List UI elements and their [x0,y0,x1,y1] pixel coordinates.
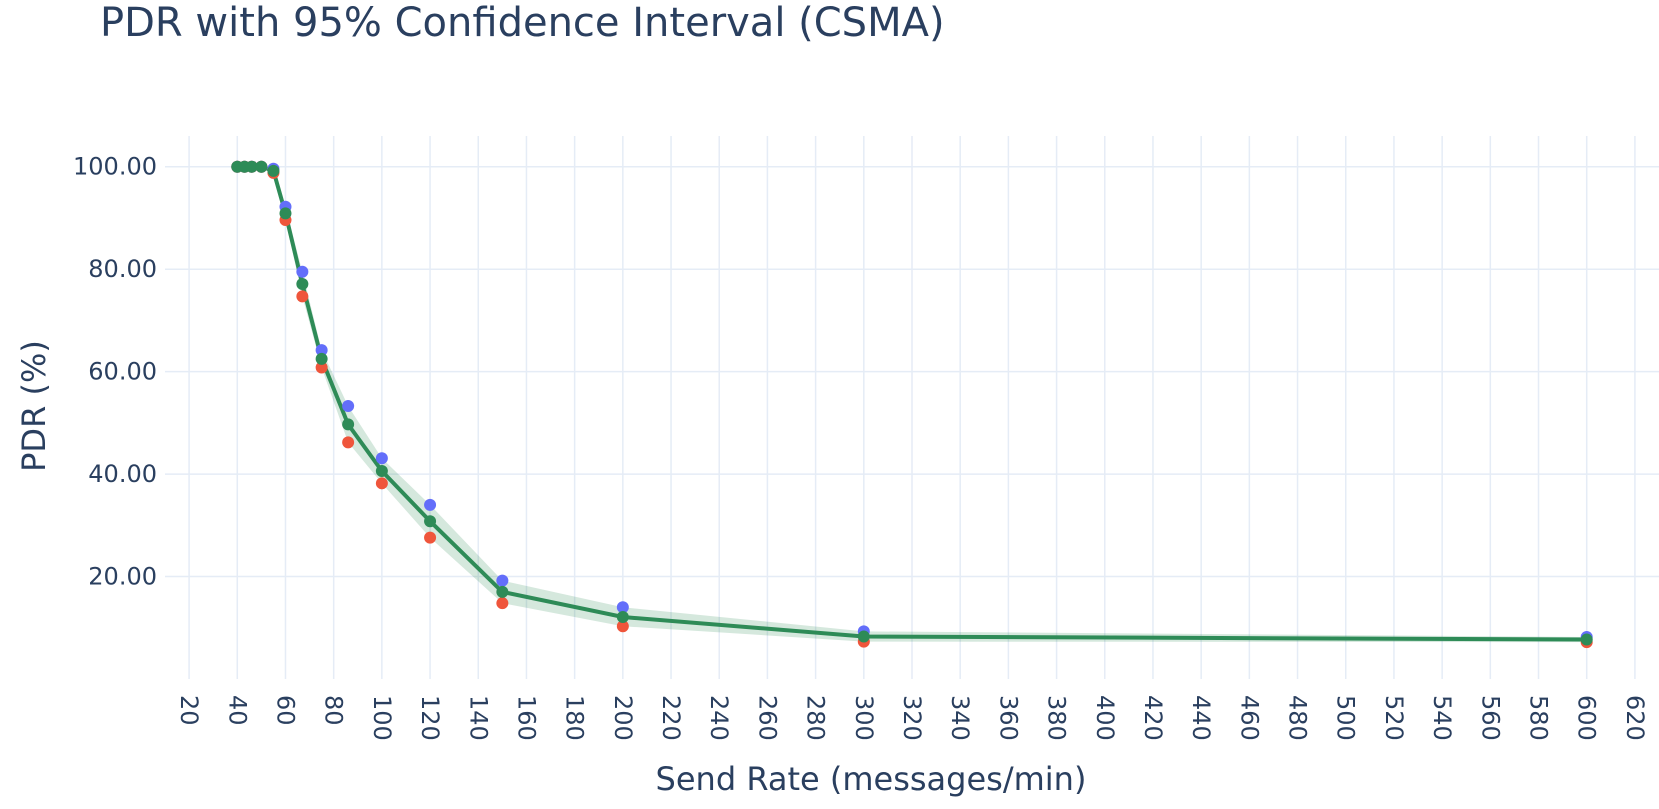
x-tick-label: 100 [368,695,396,741]
mean-point [342,418,355,431]
upper-point [616,601,629,614]
y-tick-label: 80.00 [88,255,157,283]
x-tick-labels: 20 40 60 80 100 120 140 160 180 200 220 240 260 280 30… [175,695,1649,741]
x-tick-label: 240 [705,695,733,741]
lower-point [342,436,355,449]
x-tick-label: 460 [1235,695,1263,741]
upper-point [296,265,309,278]
y-axis-title: PDR (%) [15,340,53,472]
mean-point [616,611,629,624]
mean-point [267,164,280,177]
y-tick-label: 40.00 [88,460,157,488]
y-tick-labels: 20.00 40.00 60.00 80.00 100.00 [73,153,157,591]
lower-point [315,361,328,374]
mean-point [857,630,870,643]
upper-point [342,399,355,412]
upper-point [496,574,509,587]
x-tick-label: 380 [1043,695,1071,741]
mean-point [496,585,509,598]
x-tick-label: 280 [802,695,830,741]
y-tick-label: 100.00 [73,153,157,181]
x-tick-label: 340 [946,695,974,741]
x-tick-label: 440 [1187,695,1215,741]
x-tick-label: 260 [753,695,781,741]
x-tick-label: 560 [1476,695,1504,741]
x-axis-title: Send Rate (messages/min) [656,760,1087,798]
x-tick-label: 300 [850,695,878,741]
x-tick-label: 120 [416,695,444,741]
lower-point [375,477,388,490]
x-tick-label: 320 [898,695,926,741]
x-tick-label: 400 [1091,695,1119,741]
mean-point [255,160,268,173]
x-tick-label: 480 [1284,695,1312,741]
x-tick-label: 80 [320,695,348,726]
data-points [231,160,1593,649]
upper-point [315,344,328,357]
x-tick-label: 620 [1621,695,1649,741]
x-tick-label: 200 [609,695,637,741]
upper-point [375,452,388,465]
lower-point [496,597,509,610]
chart-title: PDR with 95% Confidence Interval (CSMA) [100,0,945,46]
mean-point [245,160,258,173]
x-tick-label: 520 [1380,695,1408,741]
x-tick-label: 420 [1139,695,1167,741]
x-tick-label: 160 [512,695,540,741]
x-tick-label: 360 [994,695,1022,741]
x-tick-label: 60 [271,695,299,726]
lower-point [296,290,309,303]
upper-point [424,498,437,511]
mean-point [375,465,388,478]
x-tick-label: 180 [561,695,589,741]
x-tick-label: 540 [1428,695,1456,741]
x-tick-label: 500 [1332,695,1360,741]
x-tick-label: 580 [1525,695,1553,741]
lower-point [424,531,437,544]
x-tick-label: 140 [464,695,492,741]
mean-point [279,207,292,220]
lower-point [616,620,629,633]
x-tick-label: 600 [1573,695,1601,741]
mean-point [296,278,309,291]
y-tick-label: 20.00 [88,563,157,591]
y-tick-label: 60.00 [88,358,157,386]
x-tick-label: 20 [175,695,203,726]
mean-point [424,515,437,528]
x-tick-label: 220 [657,695,685,741]
mean-point [1580,633,1593,646]
x-tick-label: 40 [223,695,251,726]
grid-lines [165,136,1659,679]
mean-point [315,352,328,365]
